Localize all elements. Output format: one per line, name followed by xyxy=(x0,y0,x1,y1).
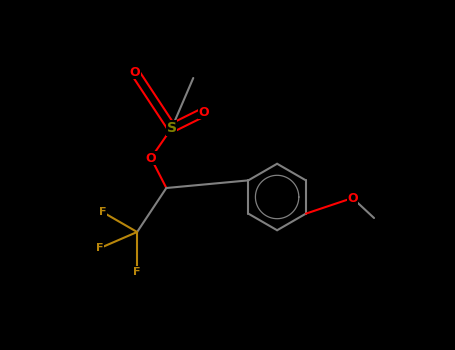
Text: O: O xyxy=(130,65,140,78)
Text: F: F xyxy=(96,243,104,253)
Text: O: O xyxy=(146,152,156,164)
Text: O: O xyxy=(347,191,358,204)
Text: F: F xyxy=(133,267,141,277)
Text: F: F xyxy=(99,207,106,217)
Text: S: S xyxy=(167,121,177,135)
Text: O: O xyxy=(199,105,209,119)
